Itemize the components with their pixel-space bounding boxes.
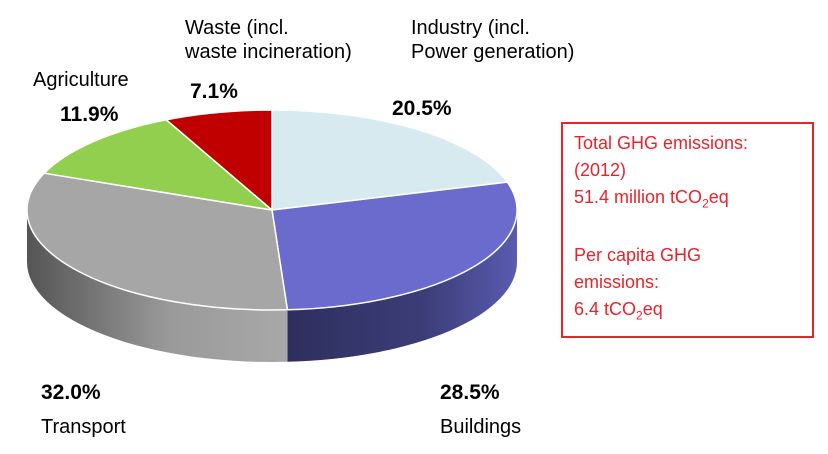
transport-label: Transport <box>41 416 126 438</box>
industry-percent: 20.5% <box>392 97 452 120</box>
waste-label-line1: Waste (incl. <box>185 17 289 39</box>
waste-percent: 7.1% <box>190 80 238 103</box>
info-percapita-value: 6.4 tCO2eq <box>574 296 802 330</box>
industry-label-line2: Power generation) <box>411 41 575 63</box>
info-year: (2012) <box>574 160 627 180</box>
info-spacer <box>574 218 802 242</box>
buildings-label: Buildings <box>440 416 522 438</box>
waste-label: Waste (incl. waste incineration) <box>185 16 352 64</box>
info-percapita-value-prefix: 6.4 tCO <box>574 298 637 319</box>
pie-slice-agriculture <box>43 119 273 211</box>
info-percapita-title2: emissions: <box>574 271 660 292</box>
info-total-value-prefix: 51.4 million tCO <box>574 187 703 207</box>
info-total-title: Total GHG emissions: <box>574 133 749 153</box>
pie-slice-transport <box>26 172 289 311</box>
agriculture-percent: 11.9% <box>60 103 119 126</box>
info-total-value-sub: 2 <box>702 196 709 211</box>
buildings-percent: 28.5% <box>440 381 500 404</box>
pie-side-buildings <box>287 210 517 362</box>
info-percapita-value-sub: 2 <box>636 308 643 323</box>
transport-percent: 32.0% <box>41 381 101 404</box>
info-percapita-value-suffix: eq <box>642 298 663 319</box>
pie-side-transport <box>27 210 288 362</box>
pie-slice-buildings <box>271 181 518 311</box>
waste-label-line2: waste incineration) <box>185 41 352 63</box>
pie-slice-waste <box>165 109 273 211</box>
info-total-value-suffix: eq <box>708 187 729 207</box>
pie-slice-industry <box>271 109 509 211</box>
agriculture-label: Agriculture <box>33 69 129 91</box>
industry-label: Industry (incl. Power generation) <box>411 16 574 64</box>
industry-label-line1: Industry (incl. <box>411 17 530 39</box>
info-total-value: 51.4 million tCO2eq <box>574 184 802 218</box>
ghg-info-box: Total GHG emissions: (2012) 51.4 million… <box>561 122 814 338</box>
info-percapita-title1: Per capita GHG <box>574 244 702 265</box>
